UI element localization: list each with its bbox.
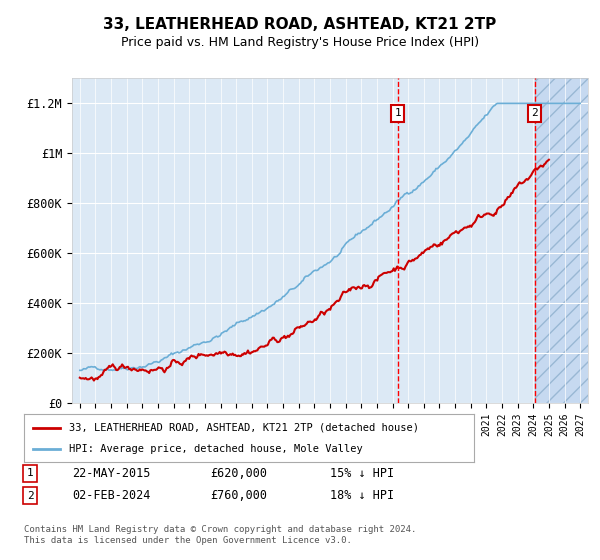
Text: 18% ↓ HPI: 18% ↓ HPI [330, 489, 394, 502]
Text: 2: 2 [531, 109, 538, 118]
Text: 33, LEATHERHEAD ROAD, ASHTEAD, KT21 2TP (detached house): 33, LEATHERHEAD ROAD, ASHTEAD, KT21 2TP … [69, 423, 419, 433]
Text: 1: 1 [26, 468, 34, 478]
Text: 22-MAY-2015: 22-MAY-2015 [72, 466, 151, 480]
Text: 2: 2 [26, 491, 34, 501]
Bar [535, 78, 588, 403]
Bar [535, 78, 588, 403]
Text: £760,000: £760,000 [210, 489, 267, 502]
Text: 15% ↓ HPI: 15% ↓ HPI [330, 466, 394, 480]
Text: 1: 1 [394, 109, 401, 118]
Text: Price paid vs. HM Land Registry's House Price Index (HPI): Price paid vs. HM Land Registry's House … [121, 36, 479, 49]
Text: HPI: Average price, detached house, Mole Valley: HPI: Average price, detached house, Mole… [69, 444, 363, 454]
Text: Contains HM Land Registry data © Crown copyright and database right 2024.
This d: Contains HM Land Registry data © Crown c… [24, 525, 416, 545]
Text: 33, LEATHERHEAD ROAD, ASHTEAD, KT21 2TP: 33, LEATHERHEAD ROAD, ASHTEAD, KT21 2TP [103, 17, 497, 32]
Text: 02-FEB-2024: 02-FEB-2024 [72, 489, 151, 502]
Text: £620,000: £620,000 [210, 466, 267, 480]
